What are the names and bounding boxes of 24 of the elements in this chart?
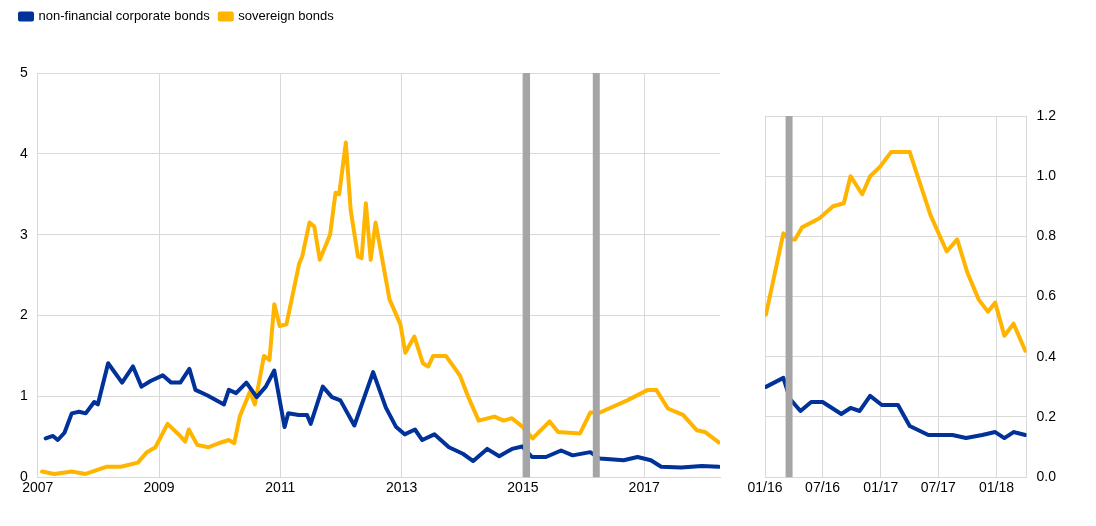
x-tick-label: 01/18 <box>978 479 1015 496</box>
y-tick-label: 3 <box>19 225 28 242</box>
y-tick-label: 4 <box>19 144 28 161</box>
y-tick-label: 0.6 <box>1036 287 1057 304</box>
y-tick-label: 0.0 <box>1036 468 1057 485</box>
x-tick-label: 2013 <box>386 479 418 496</box>
x-tick-label: 2015 <box>507 479 539 496</box>
y-tick-label: 2 <box>19 306 28 323</box>
y-tick-label: 1 <box>19 387 28 404</box>
y-tick-label: 0.2 <box>1036 407 1057 424</box>
y-tick-label: 0.8 <box>1036 227 1057 244</box>
x-tick-label: 07/16 <box>805 479 841 496</box>
x-tick-label: 01/17 <box>863 479 899 496</box>
y-tick-label: 1.0 <box>1036 167 1057 184</box>
legend-label: non-financial corporate bonds <box>38 8 211 24</box>
x-tick-label: 07/17 <box>920 479 956 496</box>
y-tick-label: 0.4 <box>1036 347 1057 364</box>
y-tick-label: 1.2 <box>1036 106 1057 123</box>
x-tick-label: 2017 <box>628 479 660 496</box>
x-tick-label: 2011 <box>265 479 296 496</box>
legend-label: sovereign bonds <box>238 8 335 24</box>
x-tick-label: 01/16 <box>747 479 783 496</box>
y-tick-label: 5 <box>19 63 28 80</box>
x-tick-label: 2009 <box>143 479 175 496</box>
